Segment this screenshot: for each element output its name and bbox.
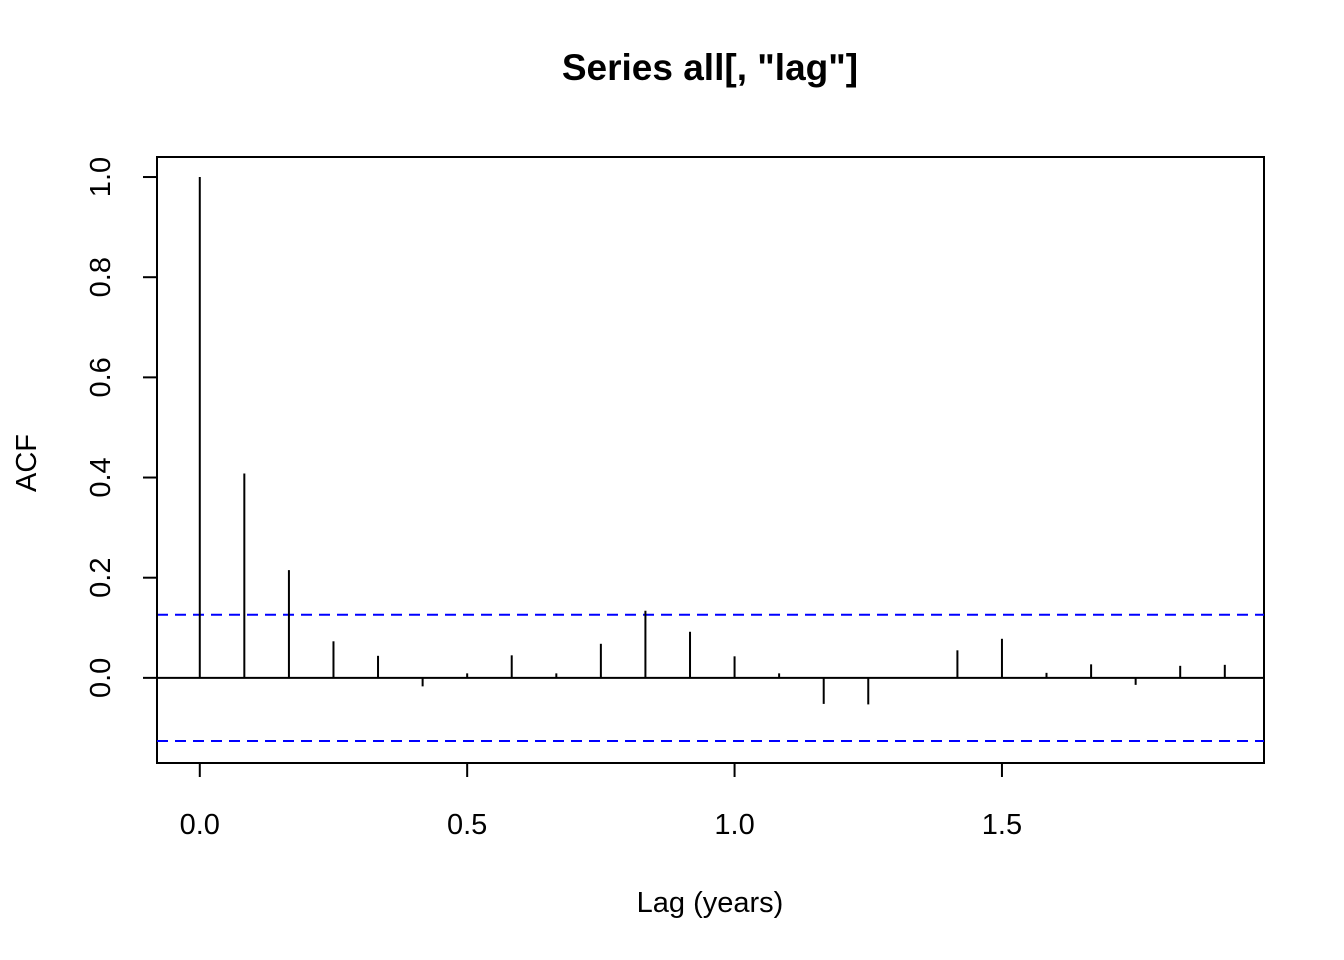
plot-frame [156, 156, 1265, 764]
x-tick-label: 0.0 [180, 809, 220, 841]
y-tick-label: 1.0 [85, 157, 117, 197]
y-tick-label: 0.8 [85, 257, 117, 297]
acf-spikes [198, 177, 1226, 705]
y-tick-label: 0.2 [85, 558, 117, 598]
x-axis-label: Lag (years) [637, 887, 784, 919]
x-tick-label: 1.5 [982, 809, 1022, 841]
y-tick-label: 0.4 [85, 457, 117, 497]
y-axis-label: ACF [11, 434, 43, 492]
chart-title: Series all[, "lag"] [562, 47, 858, 88]
x-axis: 0.0 0.5 1.0 1.5 [180, 762, 1022, 841]
x-tick-label: 1.0 [714, 809, 754, 841]
y-tick-label: 0.6 [85, 357, 117, 397]
x-tick-label: 0.5 [447, 809, 487, 841]
confidence-bounds [157, 613, 1264, 742]
y-tick-label: 0.0 [85, 658, 117, 698]
y-axis: 0.0 0.2 0.4 0.6 0.8 1.0 [85, 157, 158, 698]
